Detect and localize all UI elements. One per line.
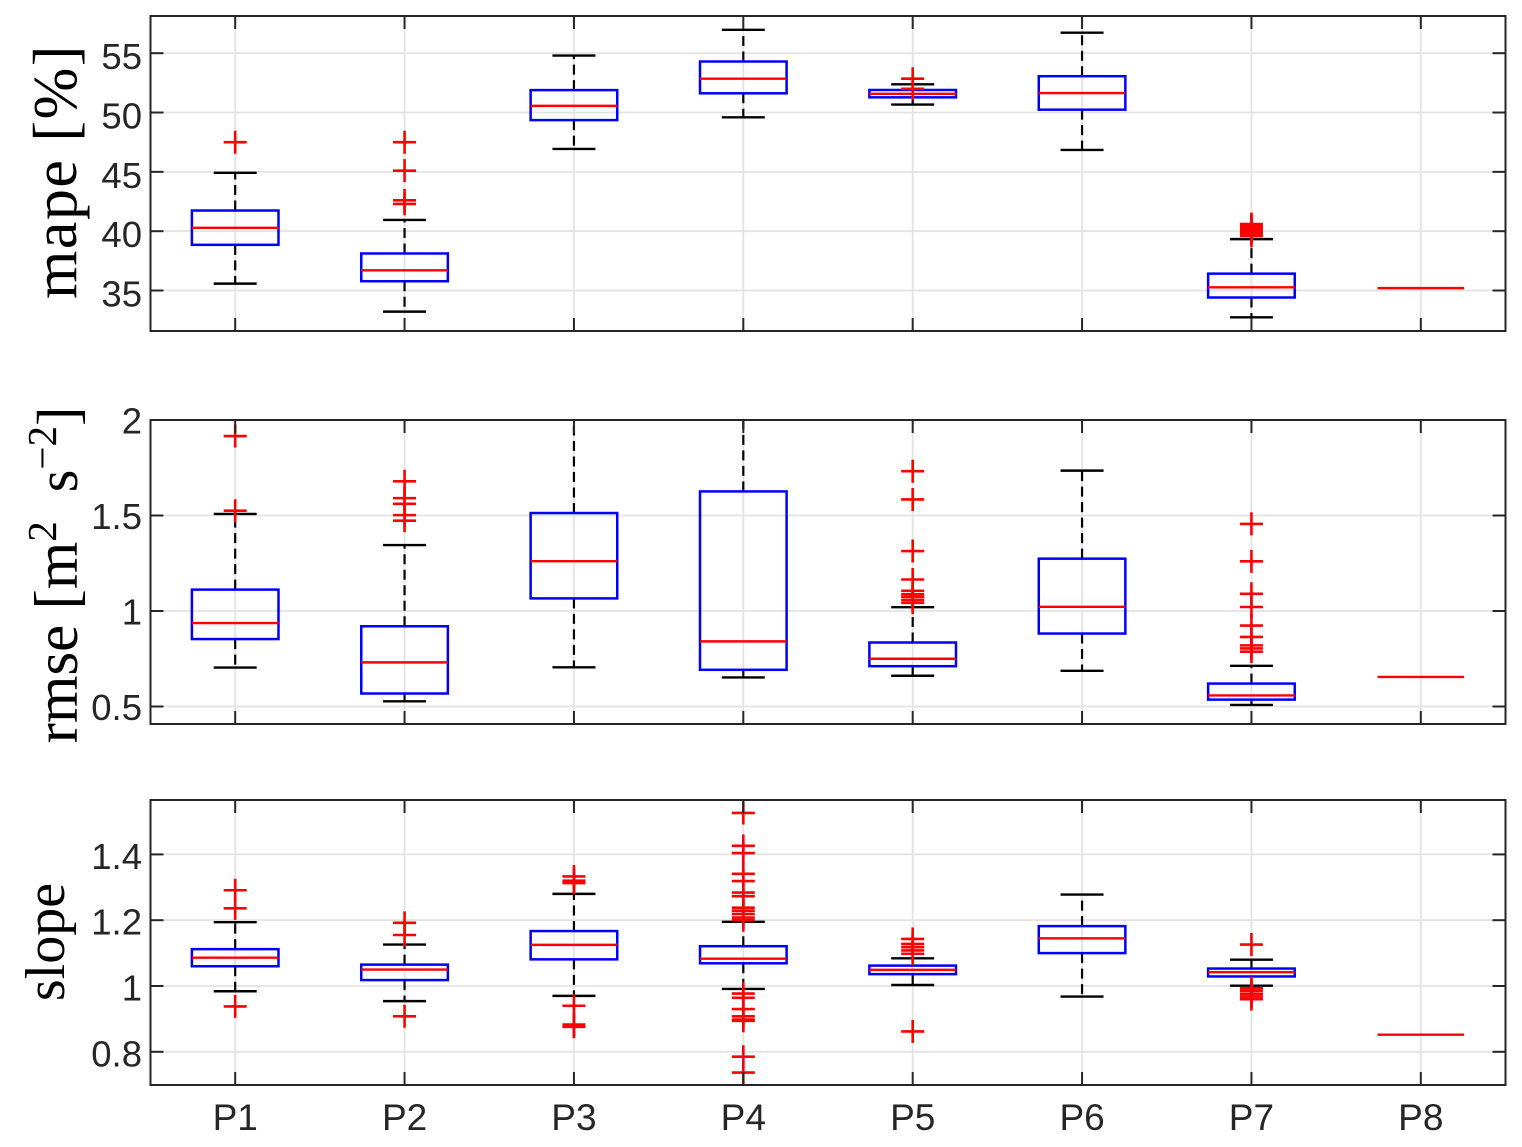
svg-text:slope: slope <box>15 883 77 1001</box>
svg-text:0.8: 0.8 <box>91 1033 142 1074</box>
svg-text:55: 55 <box>101 36 142 77</box>
svg-text:P7: P7 <box>1229 1097 1274 1138</box>
svg-text:40: 40 <box>101 214 142 255</box>
svg-text:rmse [m2 s−2]: rmse [m2 s−2] <box>19 407 91 744</box>
svg-text:45: 45 <box>101 155 142 196</box>
svg-text:mape [%]: mape [%] <box>22 44 90 299</box>
svg-text:P2: P2 <box>382 1097 427 1138</box>
svg-text:P3: P3 <box>551 1097 596 1138</box>
svg-text:P6: P6 <box>1059 1097 1104 1138</box>
svg-text:P8: P8 <box>1398 1097 1443 1138</box>
svg-text:P1: P1 <box>213 1097 258 1138</box>
svg-text:35: 35 <box>101 274 142 315</box>
svg-text:1.5: 1.5 <box>91 496 142 537</box>
svg-text:P4: P4 <box>721 1097 766 1138</box>
svg-text:0.5: 0.5 <box>91 687 142 728</box>
svg-text:1: 1 <box>122 968 142 1009</box>
svg-text:P5: P5 <box>890 1097 935 1138</box>
svg-text:1: 1 <box>122 592 142 633</box>
svg-text:1.2: 1.2 <box>91 902 142 943</box>
svg-text:50: 50 <box>101 96 142 137</box>
svg-text:2: 2 <box>122 401 142 442</box>
svg-text:1.4: 1.4 <box>91 836 142 877</box>
